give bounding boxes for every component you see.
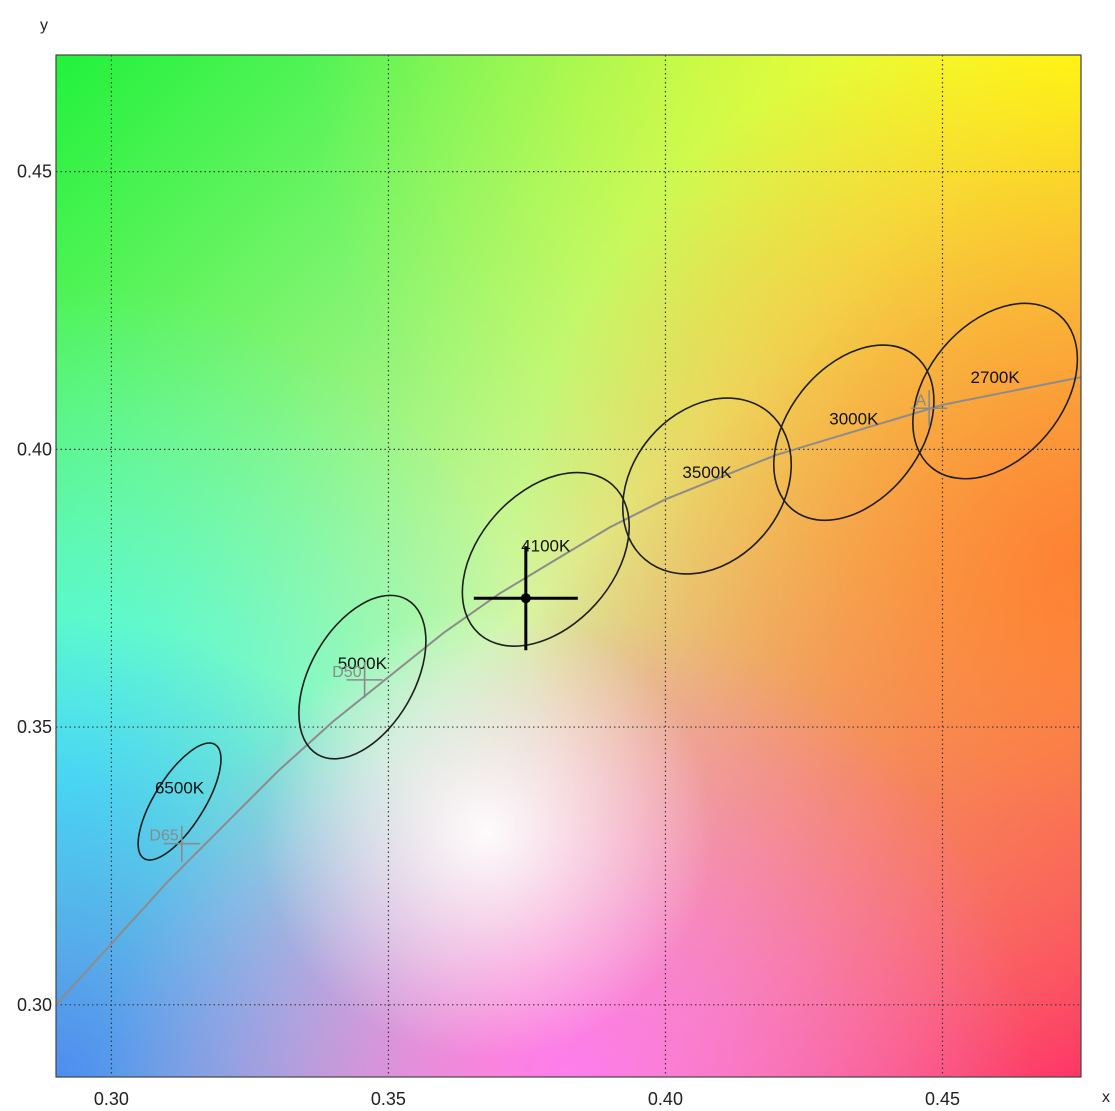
- ellipse-3500k: [621, 397, 793, 575]
- y-tick-label: 0.35: [17, 717, 52, 737]
- plot-frame: [55, 54, 1082, 1078]
- ellipse-label: 4100K: [521, 536, 571, 555]
- y-axis-label: y: [40, 17, 48, 34]
- ellipse-6500k: [137, 742, 222, 861]
- reference-label: D50: [332, 664, 361, 681]
- ellipse-2700k: [912, 302, 1079, 480]
- gridlines: [56, 55, 1081, 1077]
- planckian-locus-curve: [56, 376, 1081, 1006]
- measured-point: [520, 593, 531, 604]
- x-tick-label: 0.35: [371, 1089, 406, 1109]
- reference-label: A: [916, 392, 927, 409]
- reference-label: D65: [149, 828, 178, 845]
- ellipse-4100k: [461, 471, 630, 647]
- color-gradient-background: [56, 55, 1081, 1077]
- ellipse-5000k: [298, 594, 427, 760]
- y-tick-label: 0.30: [17, 995, 52, 1015]
- ellipse-label: 5000K: [338, 654, 388, 673]
- y-tick-label: 0.45: [17, 162, 52, 182]
- y-tick-label: 0.40: [17, 439, 52, 459]
- x-tick-label: 0.30: [94, 1089, 129, 1109]
- ellipse-label: 3500K: [682, 463, 732, 482]
- x-axis-label: x: [1102, 1089, 1110, 1106]
- ellipse-label: 3000K: [829, 410, 879, 429]
- x-tick-label: 0.45: [925, 1089, 960, 1109]
- ellipse-3000k: [772, 344, 935, 522]
- ellipse-label: 6500K: [155, 779, 205, 798]
- x-tick-label: 0.40: [648, 1089, 683, 1109]
- ellipse-label: 2700K: [971, 368, 1021, 387]
